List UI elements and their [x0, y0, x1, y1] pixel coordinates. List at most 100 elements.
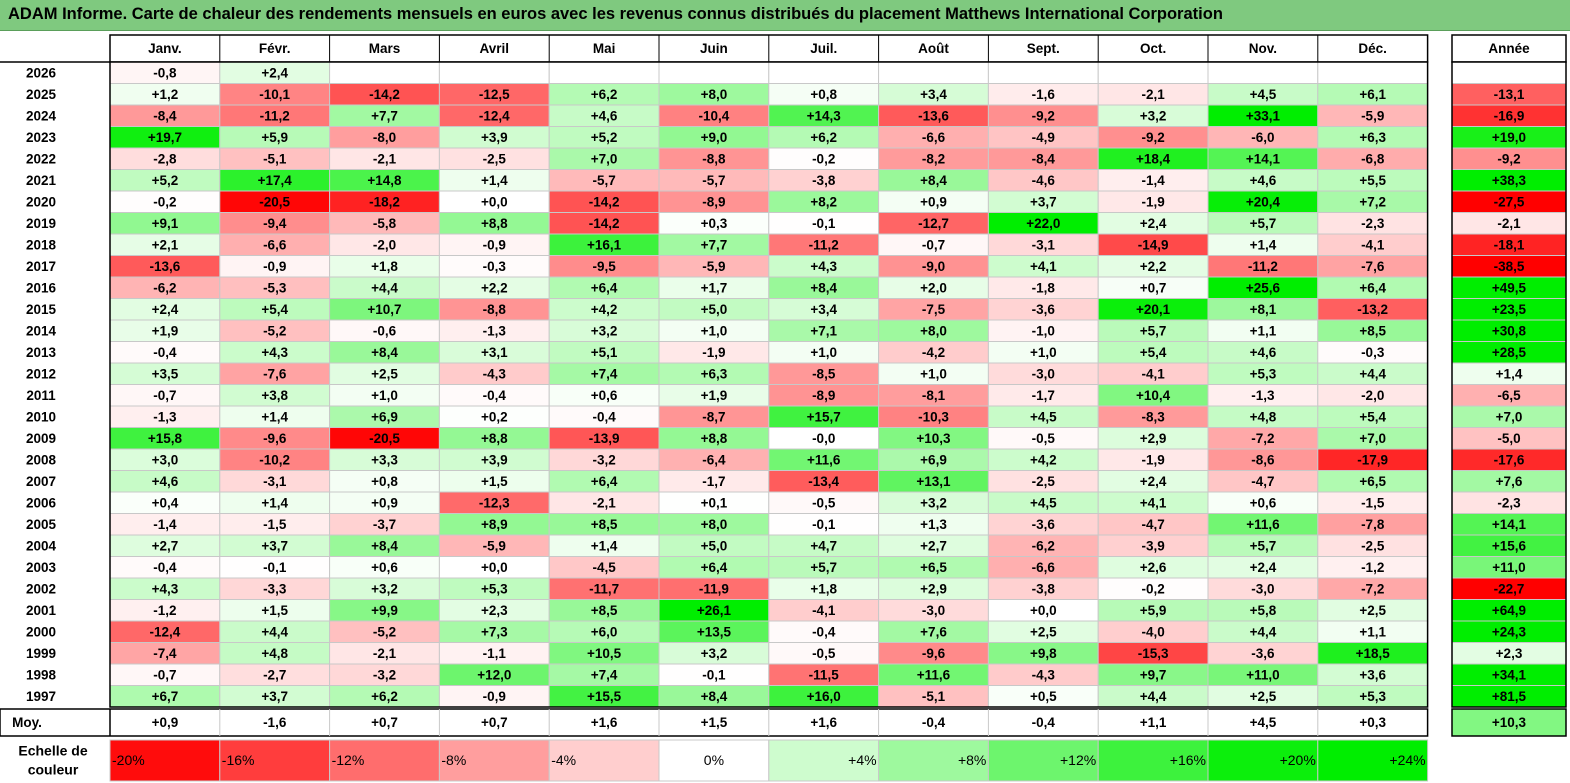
cell-value: +3,8 [261, 388, 288, 403]
cell-value: -11,5 [809, 667, 840, 682]
cell-value: -5,3 [263, 280, 287, 295]
cell-value: -6,6 [263, 237, 287, 252]
cell-value: -7,2 [1251, 431, 1274, 446]
cell-value: -9,6 [922, 646, 946, 661]
cell-value: -1,8 [1032, 280, 1056, 295]
cell-value: +4,3 [261, 345, 288, 360]
cell-value: +1,3 [920, 517, 947, 532]
cell-value: +0,3 [701, 216, 728, 231]
cell-value: +14,1 [1246, 151, 1281, 166]
cell-value: +7,0 [591, 151, 618, 166]
scale-step-label: -16% [222, 752, 255, 768]
cell-value: +13,5 [697, 624, 732, 639]
cell-value: +11,6 [807, 452, 841, 467]
cell-value: +1,5 [261, 603, 288, 618]
scale-step-label: +20% [1280, 752, 1316, 768]
scale-swatch [1317, 739, 1429, 782]
cell-value: +5,0 [701, 302, 728, 317]
cell-value: +2,3 [481, 603, 508, 618]
cell-value: -5,7 [592, 173, 615, 188]
cell-value: +9,7 [1140, 667, 1167, 682]
cell-value: +5,7 [1250, 216, 1277, 231]
year-value: +11,0 [1492, 560, 1525, 575]
year-value: +30,8 [1492, 323, 1527, 338]
cell-value: -8,9 [702, 194, 725, 209]
cell-value: +5,3 [481, 581, 508, 596]
cell-value: +0,9 [920, 194, 947, 209]
cell-value: -7,6 [263, 366, 287, 381]
cell-value: +0,8 [810, 87, 837, 102]
cell-value: -9,5 [592, 259, 616, 274]
cell-value: -1,4 [1141, 173, 1165, 188]
cell-value: +7,7 [701, 237, 728, 252]
cell-value: +9,0 [701, 130, 728, 145]
year-value: +7,6 [1496, 474, 1523, 489]
cell-value: +6,4 [591, 280, 618, 295]
cell-value: +3,3 [371, 452, 398, 467]
cell-value: +12,0 [477, 667, 511, 682]
cell-value: -0,7 [922, 237, 945, 252]
cell-value: +0,7 [1140, 280, 1167, 295]
cell-value: -6,6 [922, 130, 946, 145]
cell-value: +5,4 [1359, 409, 1386, 424]
cell-value: +2,5 [1250, 689, 1277, 704]
cell-value: -0,4 [153, 560, 177, 575]
cell-value: +0,4 [152, 495, 179, 510]
cell-value: +8,2 [810, 194, 837, 209]
cell-value: -9,2 [1141, 130, 1164, 145]
cell-value: +7,2 [1359, 194, 1386, 209]
cell-value: -4,5 [592, 560, 616, 575]
cell-value: -2,0 [373, 237, 396, 252]
cell-value: +0,5 [1030, 689, 1057, 704]
cell-value: +3,4 [810, 302, 837, 317]
cell-value: -14,2 [589, 194, 620, 209]
average-value: -0,4 [1032, 715, 1056, 730]
cell-value: +2,4 [1250, 560, 1277, 575]
cell-value: +8,9 [481, 517, 508, 532]
cell-value: -2,7 [263, 667, 286, 682]
cell-value: -8,6 [1251, 452, 1275, 467]
cell-value: +4,6 [1250, 345, 1277, 360]
cell-value: +2,1 [152, 237, 179, 252]
row-year-label: 2015 [26, 302, 57, 317]
grid-border [109, 61, 1429, 708]
row-year-label: 1999 [26, 646, 56, 661]
cell-value: -9,6 [263, 431, 287, 446]
average-value: +1,6 [591, 715, 618, 730]
cell-value: -20,5 [259, 194, 290, 209]
cell-value: +1,9 [152, 323, 179, 338]
cell-value: +2,5 [1359, 603, 1386, 618]
year-value: +28,5 [1492, 345, 1527, 360]
year-value: +49,5 [1492, 280, 1527, 295]
cell-value: +8,0 [701, 87, 728, 102]
cell-value: -4,7 [1251, 474, 1274, 489]
cell-value: -2,0 [1361, 388, 1384, 403]
cell-value: +18,5 [1356, 646, 1391, 661]
scale-swatch [548, 739, 660, 782]
cell-value: +8,0 [920, 323, 947, 338]
cell-value: +4,2 [591, 302, 618, 317]
year-value: +24,3 [1492, 624, 1527, 639]
cell-value: +4,6 [591, 108, 618, 123]
year-value: +15,6 [1492, 538, 1527, 553]
row-year-label: 2009 [26, 431, 56, 446]
cell-value: +0,6 [1250, 495, 1277, 510]
cell-value: -7,6 [1361, 259, 1385, 274]
month-header-12: Déc. [1358, 41, 1387, 56]
cell-value: +3,5 [152, 366, 179, 381]
cell-value: +6,3 [701, 366, 728, 381]
cell-value: -7,8 [1361, 517, 1385, 532]
cell-value: +0,0 [481, 194, 508, 209]
cell-value: -13,6 [918, 108, 949, 123]
cell-value: -1,7 [1032, 388, 1055, 403]
cell-value: -10,2 [259, 452, 290, 467]
scale-step-label: -8% [441, 752, 466, 768]
year-value: -5,0 [1497, 431, 1520, 446]
year-value: -18,1 [1494, 237, 1525, 252]
cell-value: +8,8 [701, 431, 728, 446]
cell-value: -11,2 [809, 237, 839, 252]
cell-value: -0,6 [373, 323, 397, 338]
cell-value: -11,2 [260, 108, 290, 123]
year-value: -9,2 [1497, 151, 1520, 166]
heatmap-cell [329, 61, 440, 84]
